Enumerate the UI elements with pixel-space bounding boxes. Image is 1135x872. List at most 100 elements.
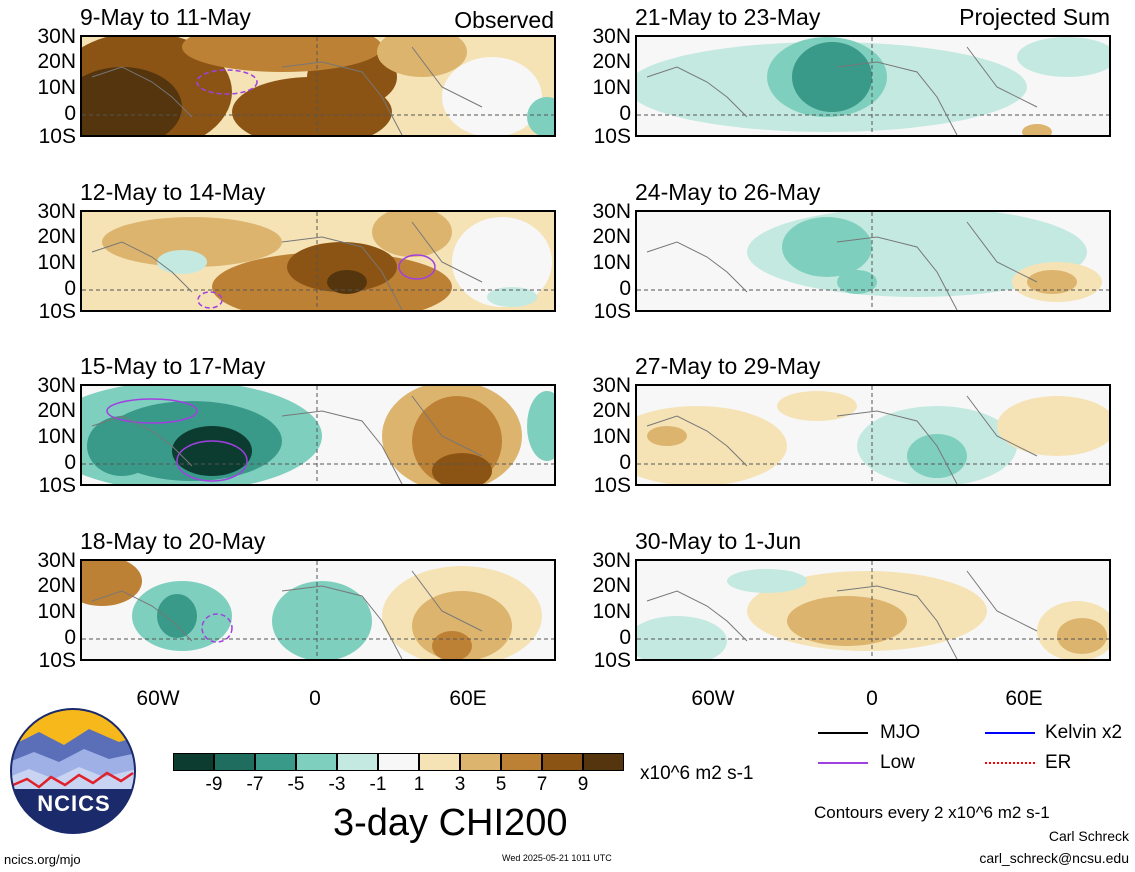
colorbar-label: 7 [536, 774, 548, 795]
colorbar-label: 9 [577, 774, 589, 795]
colorbar-label: -1 [369, 774, 387, 795]
lat-label: 30N [592, 549, 631, 572]
colorbar-swatch [378, 753, 419, 771]
contour-note: Contours every 2 x10^6 m2 s-1 [814, 803, 1050, 822]
colorbar-swatch [419, 753, 460, 771]
lat-label: 0 [64, 451, 76, 474]
author: Carl Schreck [1048, 828, 1129, 844]
colorbar-label: 3 [454, 774, 466, 795]
colorbar-swatch [296, 753, 337, 771]
lat-label: 10S [593, 125, 631, 148]
lat-label: 20N [592, 225, 631, 248]
projected-sum-label: Projected Sum [959, 4, 1110, 30]
colorbar-units: x10^6 m2 s-1 [640, 763, 754, 784]
author-email: carl_schreck@ncsu.edu [979, 850, 1129, 866]
map-panel-right-2 [635, 210, 1111, 312]
map-panel-left-3 [80, 384, 556, 486]
lat-label: 30N [592, 374, 631, 397]
legend-line-mjo [818, 732, 868, 734]
source-url: ncics.org/mjo [4, 852, 81, 867]
map-panel-left-2 [80, 210, 556, 312]
lat-label: 20N [592, 399, 631, 422]
lat-label: 30N [592, 200, 631, 223]
lat-label: 0 [64, 626, 76, 649]
legend-label-mjo: MJO [880, 722, 921, 743]
lon-label-60w-right: 60W [691, 687, 735, 710]
lat-label: 0 [619, 102, 631, 125]
lat-label: 30N [37, 200, 76, 223]
lat-label: 0 [619, 626, 631, 649]
colorbar-label: -3 [328, 774, 346, 795]
lat-label: 10S [593, 474, 631, 497]
colorbar-label: 1 [413, 774, 425, 795]
lat-label: 10S [38, 474, 76, 497]
panel-title-left-4: 18-May to 20-May [80, 528, 266, 554]
legend-label-kelvin: Kelvin x2 [1045, 722, 1123, 743]
ncics-logo [10, 708, 136, 834]
lat-label: 10N [592, 600, 631, 623]
lat-label: 10N [37, 76, 76, 99]
lat-label: 10S [38, 300, 76, 323]
chart-title: 3-day CHI200 [333, 802, 568, 844]
panel-title-left-3: 15-May to 17-May [80, 353, 266, 379]
map-panel-right-4 [635, 559, 1111, 661]
lat-label: 10N [37, 600, 76, 623]
colorbar-swatch [542, 753, 583, 771]
colorbar-swatch [460, 753, 501, 771]
lon-label-60e-left: 60E [449, 687, 487, 710]
lat-label: 30N [37, 25, 76, 48]
lat-label: 10N [592, 425, 631, 448]
legend-label-low: Low [880, 752, 915, 773]
colorbar-label: -9 [205, 774, 223, 795]
legend-line-low [818, 762, 868, 764]
panel-title-left-1: 9-May to 11-May [80, 4, 251, 30]
lat-label: 10N [592, 76, 631, 99]
panel-title-right-4: 30-May to 1-Jun [635, 528, 802, 554]
map-panel-right-1 [635, 35, 1111, 137]
lat-label: 20N [592, 574, 631, 597]
lat-label: 0 [619, 451, 631, 474]
map-panel-left-4 [80, 559, 556, 661]
lon-label-0-right: 0 [866, 687, 878, 710]
lat-label: 30N [592, 25, 631, 48]
lon-label-60w-left: 60W [136, 687, 180, 710]
lat-label: 20N [37, 50, 76, 73]
lat-label: 20N [592, 50, 631, 73]
lon-label-0-left: 0 [309, 687, 321, 710]
colorbar-swatch [583, 753, 624, 771]
lat-label: 0 [619, 277, 631, 300]
lat-label: 20N [37, 225, 76, 248]
colorbar-swatch [501, 753, 542, 771]
logo-text: NCICS [37, 791, 111, 816]
lat-label: 0 [64, 277, 76, 300]
colorbar-swatch [255, 753, 296, 771]
lat-label: 10S [593, 300, 631, 323]
lat-label: 20N [37, 399, 76, 422]
panel-title-right-2: 24-May to 26-May [635, 179, 821, 205]
lat-label: 20N [37, 574, 76, 597]
lon-label-60e-right: 60E [1005, 687, 1043, 710]
lat-label: 0 [64, 102, 76, 125]
lat-label: 10S [593, 649, 631, 672]
map-panel-left-1 [80, 35, 556, 137]
colorbar-label: 5 [495, 774, 507, 795]
colorbar-swatch [214, 753, 255, 771]
legend-label-er: ER [1045, 752, 1072, 773]
panel-title-left-2: 12-May to 14-May [80, 179, 266, 205]
legend-line-kelvin [985, 732, 1035, 734]
colorbar-swatch [337, 753, 378, 771]
timestamp: Wed 2025-05-21 1011 UTC [502, 853, 612, 863]
colorbar-label: -5 [287, 774, 305, 795]
panel-title-right-1: 21-May to 23-May [635, 4, 821, 30]
observed-label: Observed [454, 7, 554, 33]
legend-line-er [985, 762, 1035, 764]
lat-label: 30N [37, 549, 76, 572]
lat-label: 30N [37, 374, 76, 397]
lat-label: 10S [38, 125, 76, 148]
map-panel-right-3 [635, 384, 1111, 486]
lat-label: 10N [37, 251, 76, 274]
lat-label: 10S [38, 649, 76, 672]
colorbar-swatch [173, 753, 214, 771]
lat-label: 10N [37, 425, 76, 448]
panel-title-right-3: 27-May to 29-May [635, 353, 821, 379]
